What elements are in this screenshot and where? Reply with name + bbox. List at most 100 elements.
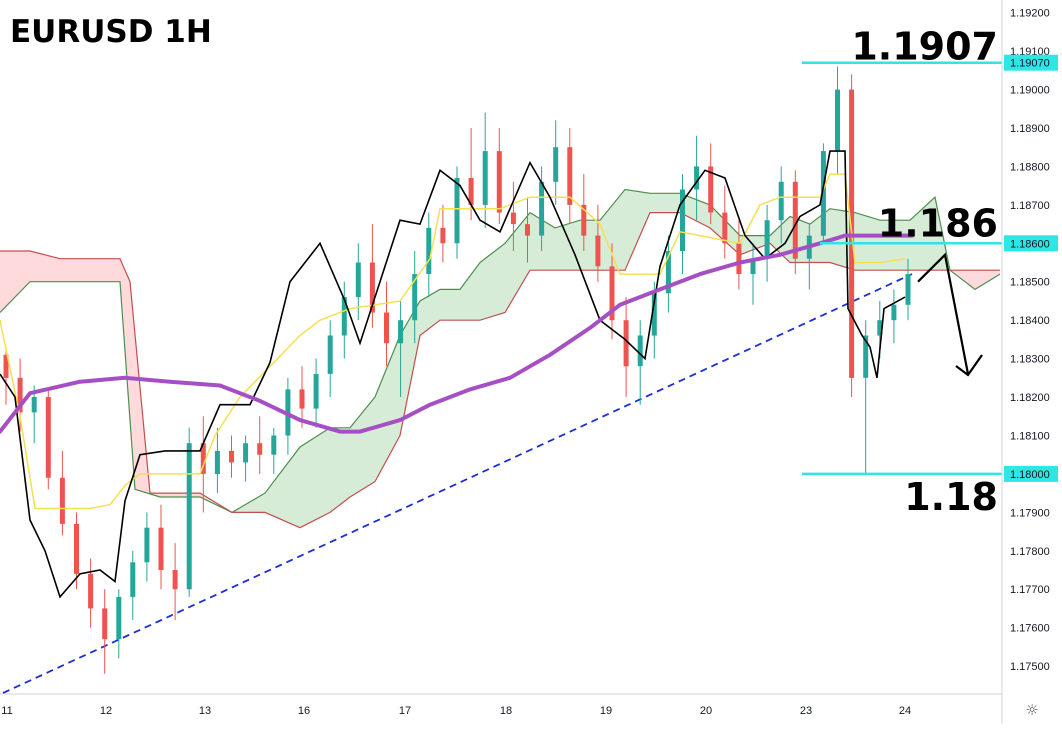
cloud-segment bbox=[300, 427, 330, 528]
candle-body bbox=[369, 262, 375, 313]
cloud-segment bbox=[855, 212, 880, 271]
candle-body bbox=[426, 227, 432, 274]
cloud-segment bbox=[880, 220, 910, 271]
candle-body bbox=[355, 262, 361, 298]
moving-average-line bbox=[0, 233, 914, 434]
candle-body bbox=[468, 178, 474, 205]
candle-body bbox=[327, 335, 333, 374]
x-tick-label: 24 bbox=[899, 705, 911, 717]
cloud-segment bbox=[95, 258, 120, 282]
price-tag-label: 1.18000 bbox=[1010, 469, 1050, 481]
candle-body bbox=[398, 320, 404, 344]
candle-body bbox=[694, 166, 700, 190]
candle-body bbox=[525, 224, 530, 236]
cloud-segment bbox=[460, 262, 480, 321]
annotations-layer: 1.1907 1.186 1.18 bbox=[851, 25, 998, 519]
arrow-head bbox=[955, 354, 983, 377]
cloud-segment bbox=[350, 397, 375, 497]
candle-body bbox=[595, 235, 601, 267]
cloud-segment bbox=[30, 250, 60, 282]
candle-body bbox=[651, 293, 657, 336]
candle-body bbox=[835, 89, 840, 152]
cloud-segment bbox=[830, 208, 855, 271]
candle-body bbox=[820, 151, 826, 236]
trendline-layer bbox=[2, 273, 913, 694]
x-tick-label: 18 bbox=[500, 705, 512, 717]
cloud-segment bbox=[375, 335, 400, 482]
cloud-segment bbox=[330, 427, 350, 513]
cloud-segment bbox=[625, 189, 650, 271]
candle-body bbox=[609, 266, 615, 321]
cloud-segment bbox=[505, 212, 530, 313]
price-annotation: 1.18 bbox=[904, 475, 998, 519]
candle-body bbox=[581, 204, 587, 236]
candle-body bbox=[130, 562, 136, 597]
y-tick-label: 1.18800 bbox=[1010, 161, 1050, 173]
x-tick-label: 23 bbox=[800, 705, 812, 717]
price-tag bbox=[1004, 465, 1058, 482]
y-tick-label: 1.17700 bbox=[1010, 584, 1050, 596]
candle-body bbox=[74, 523, 79, 574]
candle-body bbox=[243, 443, 249, 463]
candle-body bbox=[891, 304, 897, 321]
price-annotation: 1.1907 bbox=[851, 25, 998, 69]
candle-body bbox=[200, 443, 206, 474]
y-tick-label: 1.17900 bbox=[1010, 507, 1050, 519]
candle-body bbox=[440, 227, 446, 244]
y-tick-label: 1.18200 bbox=[1010, 392, 1050, 404]
candle-body bbox=[482, 151, 488, 205]
candle-body bbox=[116, 596, 122, 640]
cloud-segment bbox=[265, 447, 300, 528]
candle-body bbox=[722, 212, 728, 244]
cloud-segment bbox=[770, 216, 790, 263]
candle-body bbox=[567, 147, 573, 205]
candle-body bbox=[313, 374, 319, 409]
price-tag-label: 1.18600 bbox=[1010, 238, 1050, 250]
y-tick-label: 1.18500 bbox=[1010, 277, 1050, 289]
x-tick-label: 11 bbox=[1, 705, 12, 717]
cloud-segment bbox=[555, 220, 580, 271]
x-tick-label: 13 bbox=[199, 705, 211, 717]
price-annotation: 1.186 bbox=[878, 201, 998, 245]
kijun-line bbox=[0, 173, 906, 510]
cloud-segment bbox=[975, 270, 1000, 290]
cloud-segment bbox=[60, 258, 95, 282]
y-tick-label: 1.18300 bbox=[1010, 354, 1050, 366]
y-tick-label: 1.17600 bbox=[1010, 623, 1050, 635]
candle-body bbox=[257, 443, 263, 455]
projection-arrow bbox=[917, 252, 970, 375]
candle-body bbox=[158, 527, 164, 570]
candle-body bbox=[341, 297, 347, 336]
candle-body bbox=[31, 397, 37, 413]
candle-body bbox=[665, 251, 671, 294]
x-tick-label: 12 bbox=[100, 705, 112, 717]
candle-body bbox=[863, 335, 869, 378]
candle-body bbox=[680, 189, 685, 251]
y-tick-label: 1.18100 bbox=[1010, 431, 1050, 443]
cloud-segment bbox=[130, 281, 160, 497]
price-tag-label: 1.19070 bbox=[1010, 58, 1050, 70]
candle-body bbox=[877, 320, 883, 336]
cloud-segment bbox=[530, 212, 555, 271]
y-tick-label: 1.18900 bbox=[1010, 123, 1050, 135]
candle-body bbox=[510, 212, 516, 225]
candle-body bbox=[45, 397, 51, 478]
y-tick-label: 1.19000 bbox=[1010, 85, 1050, 97]
candle-body bbox=[186, 443, 192, 590]
candle-body bbox=[496, 151, 502, 213]
y-tick-label: 1.18400 bbox=[1010, 315, 1050, 327]
candle-body bbox=[553, 147, 559, 182]
candle-body bbox=[214, 450, 220, 474]
candle-body bbox=[792, 181, 798, 259]
candle-body bbox=[384, 312, 389, 344]
candle-body bbox=[172, 570, 178, 590]
candle-body bbox=[454, 178, 460, 244]
candle-body bbox=[412, 274, 418, 321]
candle-body bbox=[299, 389, 305, 409]
candle-body bbox=[102, 608, 108, 640]
x-tick-label: 20 bbox=[700, 705, 712, 717]
candle-body bbox=[229, 450, 234, 463]
